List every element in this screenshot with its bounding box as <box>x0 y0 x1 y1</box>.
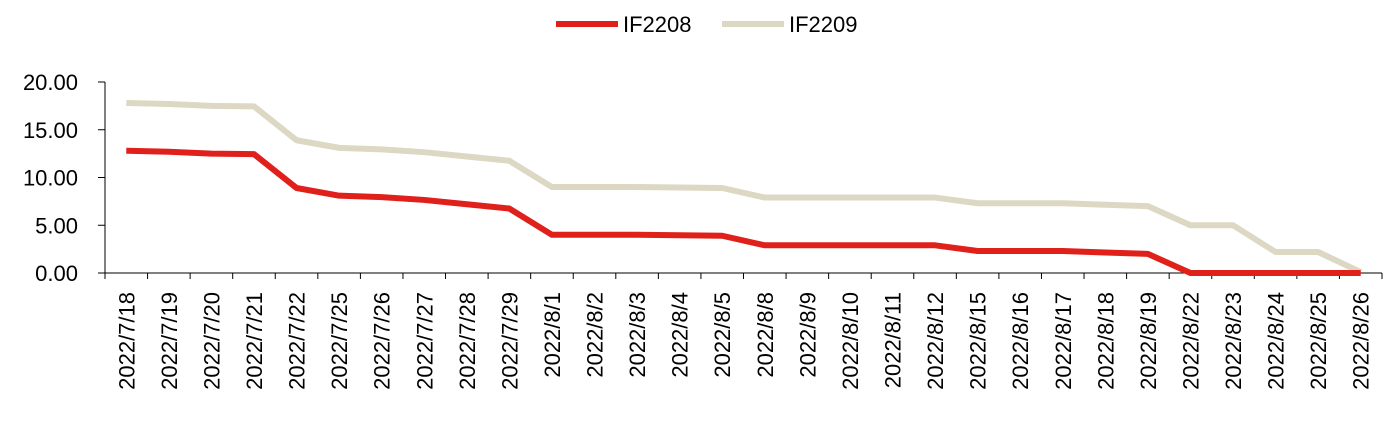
x-tick-label: 2022/8/23 <box>1221 292 1246 390</box>
x-tick-label: 2022/7/26 <box>370 292 395 390</box>
x-tick-label: 2022/8/3 <box>625 292 650 378</box>
x-tick-label: 2022/8/26 <box>1349 292 1374 390</box>
x-tick-label: 2022/7/18 <box>114 292 139 390</box>
x-tick-label: 2022/8/4 <box>668 292 693 378</box>
x-tick-label: 2022/8/24 <box>1264 292 1289 390</box>
x-tick-label: 2022/8/17 <box>1051 292 1076 390</box>
x-tick-label: 2022/8/18 <box>1093 292 1118 390</box>
x-tick-label: 2022/7/20 <box>199 292 224 390</box>
x-tick-label: 2022/8/12 <box>923 292 948 390</box>
x-tick-label: 2022/8/19 <box>1136 292 1161 390</box>
x-tick-label: 2022/7/27 <box>412 292 437 390</box>
legend-label-if2209: IF2209 <box>789 12 858 37</box>
x-tick-label: 2022/8/25 <box>1306 292 1331 390</box>
legend-label-if2208: IF2208 <box>623 12 692 37</box>
y-tick-label: 15.00 <box>23 118 78 143</box>
legend: IF2208 IF2209 <box>556 12 858 37</box>
x-tick-label: 2022/8/1 <box>540 292 565 378</box>
series-line-if2208 <box>126 147 1361 276</box>
x-tick-label: 2022/7/22 <box>285 292 310 390</box>
x-tick-label: 2022/7/19 <box>157 292 182 390</box>
x-tick-label: 2022/7/25 <box>327 292 352 390</box>
x-axis: 2022/7/18 2022/7/19 2022/7/20 2022/7/21 2022… <box>104 272 1383 390</box>
y-tick-label: 5.00 <box>35 213 78 238</box>
x-tick-label: 2022/8/10 <box>838 292 863 390</box>
x-tick-label: 2022/7/21 <box>242 292 267 390</box>
y-tick-label: 0.00 <box>35 261 78 286</box>
y-tick-label: 10.00 <box>23 166 78 191</box>
series-line-if2209 <box>126 100 1362 275</box>
x-tick-label: 2022/8/2 <box>583 292 608 378</box>
x-tick-label: 2022/7/28 <box>455 292 480 390</box>
x-tick-label: 2022/8/16 <box>1008 292 1033 390</box>
x-tick-label: 2022/8/5 <box>710 292 735 378</box>
x-tick-label: 2022/8/9 <box>795 292 820 378</box>
x-tick-label: 2022/8/15 <box>966 292 991 390</box>
x-tick-label: 2022/8/8 <box>753 292 778 378</box>
y-axis: 0.00 5.00 10.00 15.00 20.00 <box>23 70 106 286</box>
x-tick-label: 2022/8/11 <box>880 292 905 388</box>
series-lines <box>126 100 1362 276</box>
x-tick-label: 2022/7/29 <box>497 292 522 390</box>
x-tick-label: 2022/8/22 <box>1178 292 1203 390</box>
y-tick-label: 20.00 <box>23 70 78 95</box>
